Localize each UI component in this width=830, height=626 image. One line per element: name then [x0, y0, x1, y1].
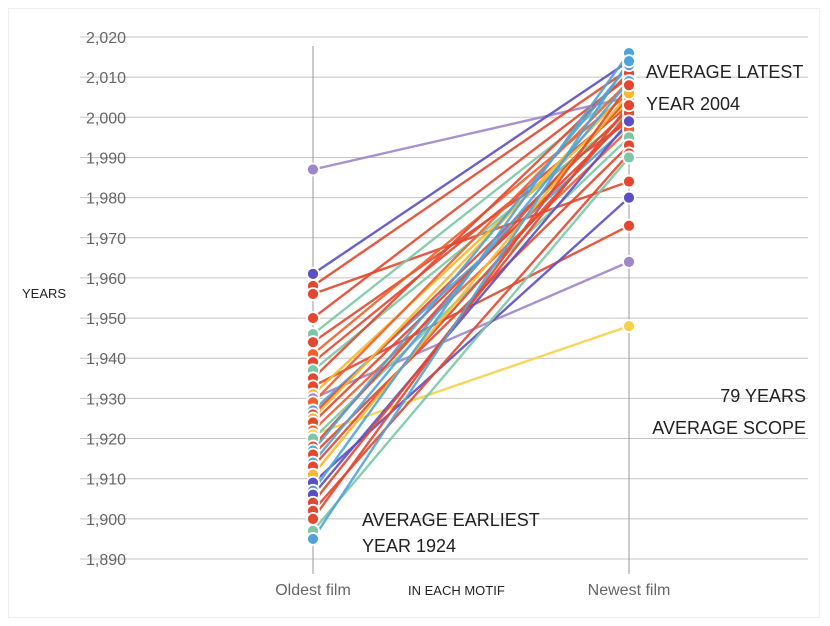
data-point: [622, 114, 636, 129]
series-line: [311, 51, 631, 492]
series-line: [311, 260, 631, 400]
x-category-label: Newest film: [588, 582, 671, 599]
y-tick-label: 1,970: [86, 231, 126, 248]
x-category-labels: Oldest film Newest film: [275, 582, 670, 599]
data-point: [306, 267, 320, 281]
data-point: [622, 98, 636, 113]
y-tick-label: 2,010: [86, 70, 126, 87]
y-tick-label: 1,980: [86, 191, 126, 208]
y-axis-title: YEARS: [22, 286, 67, 301]
annotation-average-latest-line2: YEAR 2004: [646, 94, 741, 114]
data-point: [306, 311, 320, 325]
y-tick-label: 1,920: [86, 432, 126, 449]
data-point: [622, 54, 636, 68]
y-tick-label: 2,000: [86, 110, 126, 127]
series-line: [311, 63, 631, 452]
data-point: [306, 532, 320, 546]
data-point: [622, 78, 636, 93]
series-line: [311, 224, 631, 388]
series-line: [311, 156, 631, 533]
y-tick-label: 1,910: [86, 472, 126, 489]
series-line: [311, 180, 631, 296]
annotation-average-earliest-line1: AVERAGE EARLIEST: [362, 510, 540, 530]
series-line: [311, 59, 631, 276]
data-point: [622, 218, 636, 233]
annotation-average-earliest-line2: YEAR 1924: [362, 536, 457, 556]
y-tick-label: 1,990: [86, 150, 126, 167]
series-line: [311, 152, 631, 513]
data-point: [622, 319, 636, 334]
y-tick-label: 1,930: [86, 391, 126, 408]
series-line: [311, 59, 631, 541]
data-point: [622, 174, 636, 189]
series-lines: [311, 51, 631, 541]
y-tick-label: 1,960: [86, 271, 126, 288]
annotation-average-scope-line2: AVERAGE SCOPE: [652, 418, 806, 438]
series-points: [306, 46, 636, 546]
data-point: [306, 335, 320, 350]
series-line: [311, 100, 631, 396]
y-tick-label: 1,940: [86, 351, 126, 368]
y-tick-label: 2,020: [86, 30, 126, 47]
series-line: [311, 96, 631, 171]
series-line: [311, 104, 631, 364]
gridlines: [80, 36, 808, 560]
data-point: [622, 150, 636, 165]
series-line: [311, 128, 631, 432]
y-tick-label: 1,890: [86, 552, 126, 569]
series-line: [311, 92, 631, 356]
series-line: [311, 79, 631, 404]
data-point: [306, 511, 320, 526]
series-line: [311, 120, 631, 496]
x-category-label: Oldest film: [275, 582, 351, 599]
x-axis-title: IN EACH MOTIF: [408, 583, 505, 598]
chart-frame: [8, 8, 820, 618]
series-line: [311, 75, 631, 320]
y-tick-label: 1,900: [86, 512, 126, 529]
data-point: [306, 162, 320, 177]
data-point: [622, 190, 636, 205]
annotation-average-latest-line1: AVERAGE LATEST: [646, 62, 804, 82]
y-tick-label: 1,950: [86, 311, 126, 328]
data-point: [306, 287, 320, 301]
series-line: [311, 67, 631, 288]
y-tick-labels: 1,890 1,900 1,910 1,920 1,930 1,940 1,950 1,960…: [86, 30, 126, 569]
data-point: [622, 254, 636, 269]
annotation-average-scope-line1: 79 YEARS: [720, 386, 806, 406]
